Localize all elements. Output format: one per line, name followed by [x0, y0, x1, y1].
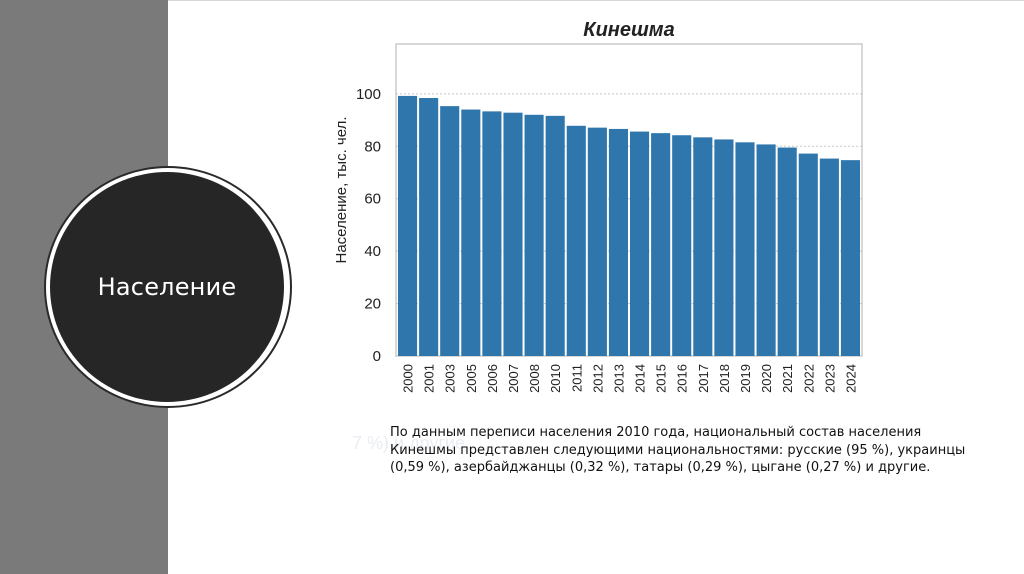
bar: [693, 137, 713, 356]
x-tick-label: 2011: [569, 364, 584, 392]
bar: [840, 160, 860, 356]
x-tick-label: 2018: [717, 364, 732, 393]
x-tick-label: 2022: [801, 364, 816, 393]
x-tick-label: 2015: [654, 364, 669, 393]
bar: [482, 111, 502, 356]
ghost-text: 7 %) и другие: [352, 433, 466, 453]
y-tick-labels: 0 20 40 60 80 100: [356, 86, 381, 365]
x-tick-label: 2001: [422, 364, 437, 393]
x-tick-label: 2021: [780, 364, 795, 393]
x-tick-label: 2014: [633, 364, 648, 393]
y-tick-label: 40: [364, 243, 381, 260]
x-tick-label: 2005: [464, 364, 479, 393]
section-title: Население: [97, 273, 237, 301]
x-tick-label: 2023: [822, 364, 837, 393]
x-tick-label: 2003: [443, 364, 458, 393]
bar: [461, 109, 481, 356]
y-axis-title: Население, тыс. чел.: [333, 116, 350, 263]
bar: [714, 139, 734, 356]
x-tick-label: 2000: [401, 364, 416, 393]
bar: [566, 125, 586, 356]
x-tick-label: 2024: [843, 364, 858, 393]
bar: [630, 131, 650, 356]
x-tick-label: 2017: [696, 364, 711, 393]
bar: [651, 133, 671, 356]
x-tick-label: 2012: [590, 364, 605, 393]
bar: [545, 115, 565, 356]
y-tick-label: 20: [364, 296, 381, 313]
chart-title: Кинешма: [583, 19, 674, 41]
y-tick-label: 60: [364, 191, 381, 208]
x-tick-label: 2006: [485, 364, 500, 393]
x-tick-label: 2020: [759, 364, 774, 393]
bar: [798, 153, 818, 356]
bar: [587, 127, 607, 356]
bar: [735, 142, 755, 356]
bar: [608, 128, 628, 356]
bar: [777, 147, 797, 356]
top-divider: [168, 0, 1024, 1]
bars: [398, 95, 860, 356]
y-tick-label: 0: [373, 348, 381, 365]
x-tick-label: 2016: [675, 364, 690, 393]
bar: [524, 114, 544, 356]
x-tick-label: 2007: [506, 364, 521, 393]
section-badge-circle: Население: [50, 172, 284, 402]
bar: [440, 106, 460, 356]
census-caption: По данным переписи населения 2010 года, …: [390, 425, 966, 475]
x-tick-label: 2013: [611, 364, 626, 393]
plot-frame: [395, 43, 863, 357]
y-tick-label: 100: [356, 86, 381, 103]
x-tick-label: 2008: [527, 364, 542, 393]
section-badge: Население: [44, 166, 292, 408]
bar: [756, 144, 776, 356]
bar: [398, 95, 418, 356]
bar: [819, 158, 839, 356]
x-tick-labels: 2000 2001 2003 2005 2006 2007 2008 2010 2011 2012…: [401, 364, 859, 393]
y-tick-label: 80: [364, 138, 381, 155]
x-tick-label: 2019: [738, 364, 753, 393]
x-tick-label: 2010: [548, 364, 563, 393]
bar: [419, 98, 439, 356]
bar: [672, 135, 692, 356]
bar: [503, 112, 523, 356]
